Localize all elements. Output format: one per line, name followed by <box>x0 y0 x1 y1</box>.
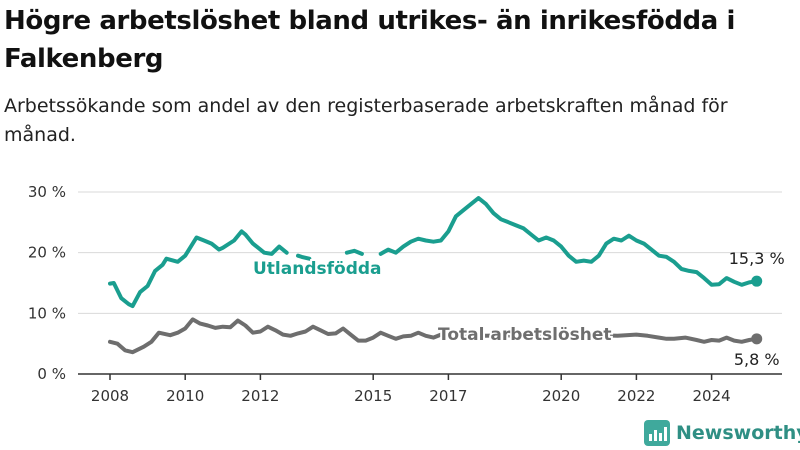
utlandsfodda-end-point <box>751 275 763 287</box>
x-tick-label: 2015 <box>354 387 392 405</box>
x-tick-label: 2010 <box>166 387 204 405</box>
x-tick-label: 2020 <box>542 387 580 405</box>
utlandsfodda-line <box>378 196 759 287</box>
x-tick-label: 2024 <box>693 387 731 405</box>
y-tick-label: 30 % <box>28 183 66 201</box>
total-arbetsloshet-line <box>108 317 759 355</box>
utlandsfodda-line <box>108 229 289 309</box>
utlandsfodda-label: Utlandsfödda <box>253 259 382 279</box>
chart-title: Högre arbetslöshet bland utrikes- än inr… <box>4 6 736 74</box>
y-tick-label: 20 % <box>28 244 66 262</box>
utlandsfodda-end-value: 15,3 % <box>729 249 785 268</box>
x-tick-label: 2012 <box>241 387 279 405</box>
utlandsfodda-line <box>296 253 312 261</box>
utlandsfodda-line <box>344 248 364 256</box>
chart-subtitle: Arbetssökande som andel av den registerb… <box>4 95 728 146</box>
total-arbetsloshet-label: Total arbetslöshet <box>438 325 612 345</box>
x-tick-label: 2022 <box>617 387 655 405</box>
total-arbetsloshet-end-value: 5,8 % <box>734 350 780 369</box>
newsworthy-chart-icon <box>644 420 670 446</box>
newsworthy-logo: Newsworthy <box>644 418 800 448</box>
y-tick-label: 0 % <box>37 365 66 383</box>
total-arbetsloshet-end-point <box>751 333 763 345</box>
y-tick-label: 10 % <box>28 304 66 322</box>
x-tick-label: 2008 <box>91 387 129 405</box>
brand-name: Newsworthy <box>676 422 800 444</box>
x-tick-label: 2017 <box>429 387 467 405</box>
